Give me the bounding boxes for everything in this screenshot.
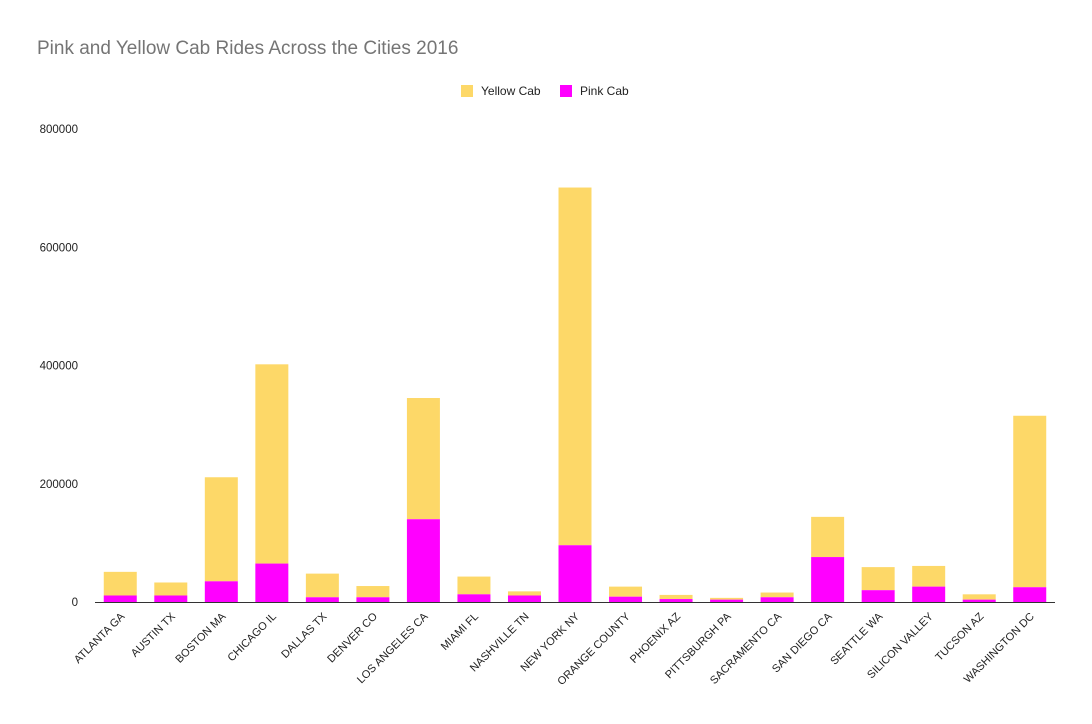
bar-pink-cab-dallas-tx bbox=[305, 597, 339, 602]
bar-pink-cab-orange-county bbox=[609, 596, 643, 602]
bar-yellow-cab-phoenix-az bbox=[659, 594, 693, 600]
bar-pink-cab-seattle-wa bbox=[861, 590, 895, 602]
y-tick-label: 800000 bbox=[40, 124, 78, 136]
bar-pink-cab-san-diego-ca bbox=[811, 557, 845, 602]
bar-pink-cab-sacramento-ca bbox=[760, 597, 794, 602]
bar-yellow-cab-boston-ma bbox=[204, 477, 238, 582]
bar-yellow-cab-los-angeles-ca bbox=[406, 398, 440, 520]
bar-yellow-cab-nashville-tn bbox=[507, 591, 541, 596]
bar-pink-cab-nashville-tn bbox=[507, 595, 541, 602]
bar-yellow-cab-pittsburgh-pa bbox=[710, 597, 744, 600]
bar-yellow-cab-sacramento-ca bbox=[760, 592, 794, 598]
bar-yellow-cab-atlanta-ga bbox=[103, 571, 137, 596]
bar-pink-cab-washington-dc bbox=[1013, 587, 1047, 602]
bar-pink-cab-chicago-il bbox=[255, 563, 289, 602]
bar-pink-cab-denver-co bbox=[356, 597, 390, 602]
y-tick-label: 200000 bbox=[40, 479, 78, 491]
bar-yellow-cab-miami-fl bbox=[457, 576, 491, 595]
bar-yellow-cab-orange-county bbox=[609, 586, 643, 597]
y-tick-label: 600000 bbox=[40, 242, 78, 254]
bar-pink-cab-austin-tx bbox=[154, 595, 188, 602]
bar-pink-cab-los-angeles-ca bbox=[406, 519, 440, 602]
bar-pink-cab-tucson-az bbox=[962, 599, 996, 602]
bar-pink-cab-new-york-ny bbox=[558, 545, 592, 602]
y-tick-label: 400000 bbox=[40, 361, 78, 373]
bar-yellow-cab-seattle-wa bbox=[861, 567, 895, 591]
bar-yellow-cab-denver-co bbox=[356, 586, 390, 598]
bar-yellow-cab-washington-dc bbox=[1013, 415, 1047, 588]
y-tick-label: 0 bbox=[72, 597, 78, 609]
bar-yellow-cab-dallas-tx bbox=[305, 573, 339, 598]
bar-yellow-cab-austin-tx bbox=[154, 582, 188, 596]
bar-yellow-cab-san-diego-ca bbox=[811, 516, 845, 558]
chart-title: Pink and Yellow Cab Rides Across the Cit… bbox=[37, 38, 458, 59]
y-axis: 0 200000 400000 600000 800000 bbox=[40, 124, 78, 609]
legend-label-yellow-cab: Yellow Cab bbox=[481, 84, 541, 98]
bar-series bbox=[103, 187, 1047, 602]
bar-pink-cab-pittsburgh-pa bbox=[710, 599, 744, 602]
legend-label-pink-cab: Pink Cab bbox=[580, 84, 629, 98]
bar-pink-cab-silicon-valley bbox=[912, 586, 946, 602]
bar-yellow-cab-new-york-ny bbox=[558, 187, 592, 546]
bar-yellow-cab-tucson-az bbox=[962, 594, 996, 600]
bar-pink-cab-miami-fl bbox=[457, 594, 491, 602]
legend: Yellow Cab Pink Cab bbox=[461, 84, 629, 98]
bar-pink-cab-boston-ma bbox=[204, 581, 238, 602]
bar-yellow-cab-silicon-valley bbox=[912, 565, 946, 587]
bar-yellow-cab-chicago-il bbox=[255, 364, 289, 564]
bar-pink-cab-phoenix-az bbox=[659, 599, 693, 602]
legend-swatch-pink-cab bbox=[560, 85, 572, 97]
legend-swatch-yellow-cab bbox=[461, 85, 473, 97]
bar-pink-cab-atlanta-ga bbox=[103, 595, 137, 602]
